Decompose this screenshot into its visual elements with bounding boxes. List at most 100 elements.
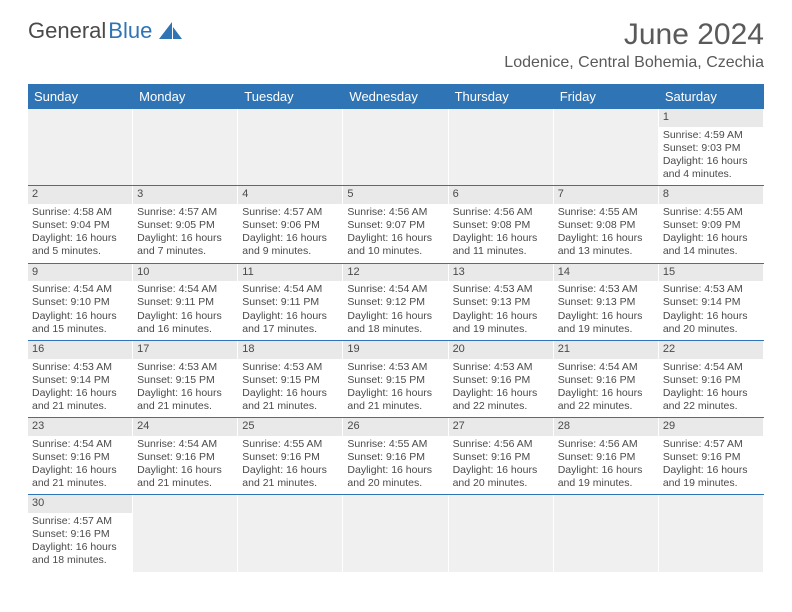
- day-number: 5: [343, 186, 447, 204]
- day-cell: 10Sunrise: 4:54 AMSunset: 9:11 PMDayligh…: [133, 264, 238, 340]
- daylight-text: Daylight: 16 hours and 11 minutes.: [453, 232, 549, 258]
- daylight-text: Daylight: 16 hours and 18 minutes.: [347, 310, 443, 336]
- sunrise-text: Sunrise: 4:53 AM: [347, 361, 443, 374]
- day-cell: 24Sunrise: 4:54 AMSunset: 9:16 PMDayligh…: [133, 418, 238, 494]
- day-number: 6: [449, 186, 553, 204]
- sunrise-text: Sunrise: 4:53 AM: [558, 283, 654, 296]
- sunrise-text: Sunrise: 4:54 AM: [558, 361, 654, 374]
- day-cell: 16Sunrise: 4:53 AMSunset: 9:14 PMDayligh…: [28, 341, 133, 417]
- day-number: 29: [659, 418, 763, 436]
- location: Lodenice, Central Bohemia, Czechia: [504, 54, 764, 72]
- sunrise-text: Sunrise: 4:58 AM: [32, 206, 128, 219]
- day-body: Sunrise: 4:54 AMSunset: 9:11 PMDaylight:…: [133, 281, 237, 340]
- day-number: 21: [554, 341, 658, 359]
- day-body: Sunrise: 4:57 AMSunset: 9:16 PMDaylight:…: [28, 513, 132, 572]
- day-body: Sunrise: 4:55 AMSunset: 9:16 PMDaylight:…: [238, 436, 342, 495]
- day-body: Sunrise: 4:54 AMSunset: 9:16 PMDaylight:…: [554, 359, 658, 418]
- day-cell: 17Sunrise: 4:53 AMSunset: 9:15 PMDayligh…: [133, 341, 238, 417]
- day-number: 8: [659, 186, 763, 204]
- week-row: 30Sunrise: 4:57 AMSunset: 9:16 PMDayligh…: [28, 495, 764, 571]
- daylight-text: Daylight: 16 hours and 10 minutes.: [347, 232, 443, 258]
- sunset-text: Sunset: 9:16 PM: [663, 374, 759, 387]
- week-row: 16Sunrise: 4:53 AMSunset: 9:14 PMDayligh…: [28, 341, 764, 418]
- sunrise-text: Sunrise: 4:53 AM: [242, 361, 338, 374]
- header: GeneralBlue June 2024 Lodenice, Central …: [28, 18, 764, 72]
- daylight-text: Daylight: 16 hours and 22 minutes.: [663, 387, 759, 413]
- day-body: Sunrise: 4:55 AMSunset: 9:16 PMDaylight:…: [343, 436, 447, 495]
- day-body: Sunrise: 4:54 AMSunset: 9:16 PMDaylight:…: [659, 359, 763, 418]
- daylight-text: Daylight: 16 hours and 19 minutes.: [558, 464, 654, 490]
- sunset-text: Sunset: 9:14 PM: [32, 374, 128, 387]
- day-cell: 14Sunrise: 4:53 AMSunset: 9:13 PMDayligh…: [554, 264, 659, 340]
- day-cell: 23Sunrise: 4:54 AMSunset: 9:16 PMDayligh…: [28, 418, 133, 494]
- sunrise-text: Sunrise: 4:54 AM: [32, 283, 128, 296]
- day-number: 9: [28, 264, 132, 282]
- sunrise-text: Sunrise: 4:57 AM: [242, 206, 338, 219]
- sunset-text: Sunset: 9:16 PM: [558, 451, 654, 464]
- day-body: Sunrise: 4:57 AMSunset: 9:05 PMDaylight:…: [133, 204, 237, 263]
- daylight-text: Daylight: 16 hours and 7 minutes.: [137, 232, 233, 258]
- weekday-cell: Wednesday: [343, 84, 448, 109]
- day-cell: 18Sunrise: 4:53 AMSunset: 9:15 PMDayligh…: [238, 341, 343, 417]
- day-cell: 2Sunrise: 4:58 AMSunset: 9:04 PMDaylight…: [28, 186, 133, 262]
- day-number: 26: [343, 418, 447, 436]
- sunset-text: Sunset: 9:11 PM: [242, 296, 338, 309]
- title-block: June 2024 Lodenice, Central Bohemia, Cze…: [504, 18, 764, 72]
- sunset-text: Sunset: 9:15 PM: [137, 374, 233, 387]
- daylight-text: Daylight: 16 hours and 19 minutes.: [558, 310, 654, 336]
- sunset-text: Sunset: 9:16 PM: [242, 451, 338, 464]
- day-cell: 8Sunrise: 4:55 AMSunset: 9:09 PMDaylight…: [659, 186, 764, 262]
- sunset-text: Sunset: 9:09 PM: [663, 219, 759, 232]
- weekday-cell: Saturday: [659, 84, 764, 109]
- day-cell: 7Sunrise: 4:55 AMSunset: 9:08 PMDaylight…: [554, 186, 659, 262]
- daylight-text: Daylight: 16 hours and 19 minutes.: [663, 464, 759, 490]
- day-number: 13: [449, 264, 553, 282]
- day-cell-empty: [238, 109, 343, 185]
- weekday-cell: Sunday: [28, 84, 133, 109]
- day-body: Sunrise: 4:55 AMSunset: 9:08 PMDaylight:…: [554, 204, 658, 263]
- day-body: Sunrise: 4:54 AMSunset: 9:10 PMDaylight:…: [28, 281, 132, 340]
- daylight-text: Daylight: 16 hours and 22 minutes.: [558, 387, 654, 413]
- sunrise-text: Sunrise: 4:55 AM: [558, 206, 654, 219]
- day-number: 27: [449, 418, 553, 436]
- sunrise-text: Sunrise: 4:55 AM: [663, 206, 759, 219]
- daylight-text: Daylight: 16 hours and 20 minutes.: [663, 310, 759, 336]
- day-cell: 15Sunrise: 4:53 AMSunset: 9:14 PMDayligh…: [659, 264, 764, 340]
- day-cell-empty: [343, 109, 448, 185]
- sunrise-text: Sunrise: 4:57 AM: [663, 438, 759, 451]
- day-body: Sunrise: 4:54 AMSunset: 9:11 PMDaylight:…: [238, 281, 342, 340]
- weeks-container: 1Sunrise: 4:59 AMSunset: 9:03 PMDaylight…: [28, 109, 764, 572]
- day-cell-empty: [343, 495, 448, 571]
- day-body: Sunrise: 4:53 AMSunset: 9:15 PMDaylight:…: [238, 359, 342, 418]
- logo-word2: Blue: [108, 18, 152, 44]
- day-number: 16: [28, 341, 132, 359]
- day-cell-empty: [659, 495, 764, 571]
- day-cell: 26Sunrise: 4:55 AMSunset: 9:16 PMDayligh…: [343, 418, 448, 494]
- sunrise-text: Sunrise: 4:53 AM: [32, 361, 128, 374]
- day-number: 3: [133, 186, 237, 204]
- sunset-text: Sunset: 9:16 PM: [663, 451, 759, 464]
- daylight-text: Daylight: 16 hours and 21 minutes.: [32, 464, 128, 490]
- sunrise-text: Sunrise: 4:53 AM: [663, 283, 759, 296]
- weekday-cell: Monday: [133, 84, 238, 109]
- logo-word1: General: [28, 18, 106, 44]
- day-body: Sunrise: 4:55 AMSunset: 9:09 PMDaylight:…: [659, 204, 763, 263]
- day-number: 23: [28, 418, 132, 436]
- sunrise-text: Sunrise: 4:54 AM: [663, 361, 759, 374]
- daylight-text: Daylight: 16 hours and 5 minutes.: [32, 232, 128, 258]
- logo-sail-icon: [158, 21, 184, 41]
- day-cell: 4Sunrise: 4:57 AMSunset: 9:06 PMDaylight…: [238, 186, 343, 262]
- sunrise-text: Sunrise: 4:53 AM: [453, 361, 549, 374]
- sunset-text: Sunset: 9:15 PM: [347, 374, 443, 387]
- day-number: 12: [343, 264, 447, 282]
- daylight-text: Daylight: 16 hours and 21 minutes.: [242, 464, 338, 490]
- day-cell-empty: [238, 495, 343, 571]
- sunset-text: Sunset: 9:05 PM: [137, 219, 233, 232]
- day-cell: 6Sunrise: 4:56 AMSunset: 9:08 PMDaylight…: [449, 186, 554, 262]
- sunset-text: Sunset: 9:13 PM: [558, 296, 654, 309]
- sunset-text: Sunset: 9:16 PM: [32, 528, 128, 541]
- day-body: Sunrise: 4:56 AMSunset: 9:16 PMDaylight:…: [449, 436, 553, 495]
- sunrise-text: Sunrise: 4:54 AM: [347, 283, 443, 296]
- sunrise-text: Sunrise: 4:56 AM: [347, 206, 443, 219]
- day-body: Sunrise: 4:56 AMSunset: 9:07 PMDaylight:…: [343, 204, 447, 263]
